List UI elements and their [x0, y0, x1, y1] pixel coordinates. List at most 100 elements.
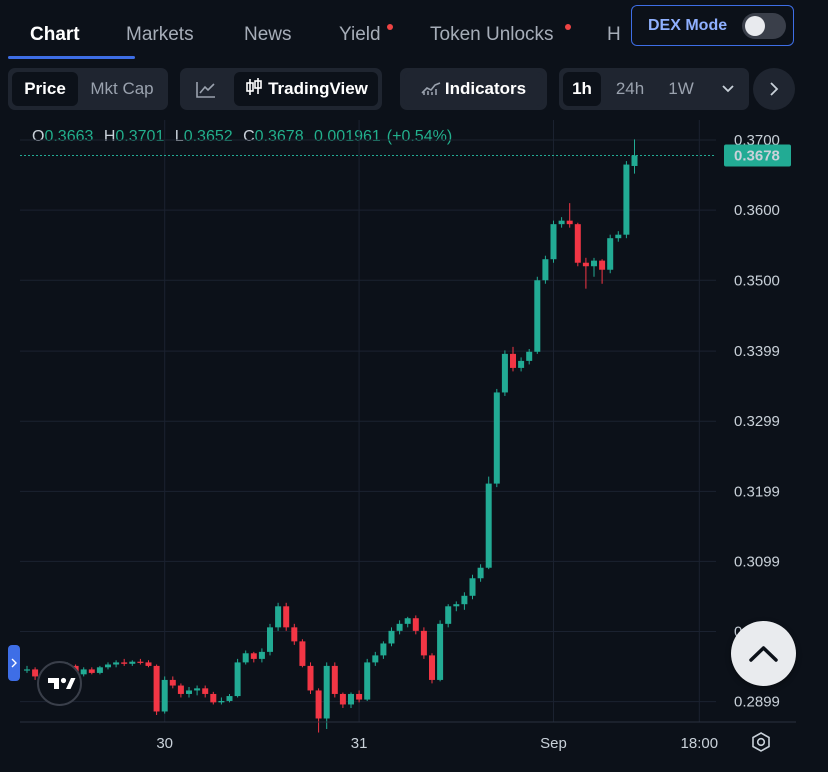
- tradingview-button[interactable]: TradingView: [234, 72, 378, 106]
- token-unlocks-notification-dot: [565, 24, 571, 30]
- candle: [242, 650, 249, 665]
- candle-body: [113, 662, 120, 665]
- candlestick-chart[interactable]: 0.37000.36000.35000.33990.32990.31990.30…: [0, 120, 828, 772]
- chart-style-group: TradingView: [180, 68, 382, 110]
- line-chart-button[interactable]: [184, 72, 228, 106]
- candle: [186, 686, 192, 698]
- candle-body: [202, 688, 209, 694]
- candle-body: [518, 360, 525, 368]
- candle-body: [169, 679, 176, 686]
- tradingview-logo[interactable]: [37, 661, 82, 706]
- candle-body: [380, 643, 387, 656]
- candle-body: [542, 259, 549, 281]
- candle: [607, 234, 614, 274]
- tab-overflow[interactable]: H: [607, 24, 621, 45]
- settings-gear-icon[interactable]: [752, 732, 770, 752]
- tradingview-logo-icon: [48, 677, 76, 689]
- low-key: L: [174, 128, 184, 145]
- candle: [558, 217, 565, 228]
- scroll-right-button[interactable]: [753, 68, 795, 110]
- interval-dropdown[interactable]: [711, 72, 745, 106]
- dex-mode-label: DEX Mode: [648, 17, 728, 34]
- candle-body: [137, 661, 144, 663]
- candle: [412, 615, 419, 635]
- candle: [169, 676, 176, 689]
- candle-body: [356, 693, 363, 700]
- candle: [80, 667, 87, 677]
- interval-1h-button[interactable]: 1h: [563, 72, 601, 106]
- candle: [534, 276, 541, 354]
- scroll-to-top-button[interactable]: [731, 621, 796, 686]
- candle: [283, 602, 290, 631]
- price-button[interactable]: Price: [12, 72, 78, 106]
- candle: [461, 592, 468, 610]
- candle-body: [194, 688, 201, 691]
- candle-body: [161, 679, 168, 712]
- x-tick-label: 18:00: [681, 735, 719, 752]
- candles: [24, 139, 638, 733]
- indicators-group: Indicators: [400, 68, 547, 110]
- candle-body: [445, 606, 452, 624]
- candle: [623, 161, 630, 239]
- tab-yield[interactable]: Yield: [339, 24, 381, 45]
- high-key: H: [103, 128, 116, 145]
- candle: [234, 658, 241, 698]
- candle-body: [129, 661, 136, 664]
- candle: [582, 257, 589, 289]
- candle-body: [267, 627, 273, 652]
- interval-24h-button[interactable]: 24h: [615, 79, 645, 98]
- interval-group: 1h 24h 1W: [559, 68, 749, 110]
- candle-body: [153, 665, 160, 712]
- y-tick-label: 0.3099: [734, 553, 780, 570]
- candle-body: [574, 224, 581, 263]
- dex-mode-control[interactable]: DEX Mode: [631, 5, 794, 46]
- side-panel-toggle[interactable]: [8, 645, 20, 681]
- candle-body: [623, 164, 630, 235]
- indicators-icon: [421, 82, 441, 95]
- toggle-knob: [745, 16, 765, 36]
- y-tick-label: 0.3299: [734, 413, 780, 430]
- candle-body: [631, 155, 638, 166]
- candle: [437, 620, 444, 682]
- candle-body: [283, 606, 290, 628]
- interval-1w-button[interactable]: 1W: [668, 79, 694, 98]
- candle-body: [526, 351, 533, 361]
- candle-body: [275, 606, 282, 628]
- close-key: C: [243, 128, 255, 145]
- candle: [129, 660, 136, 666]
- dex-mode-toggle[interactable]: [742, 13, 786, 39]
- tab-markets[interactable]: Markets: [126, 24, 194, 45]
- candle-body: [501, 353, 508, 393]
- candle: [356, 690, 363, 703]
- candle-body: [226, 696, 233, 701]
- candle: [615, 231, 622, 242]
- candle: [145, 660, 152, 668]
- candle: [153, 664, 160, 715]
- candle: [477, 564, 484, 582]
- candle-body: [88, 669, 95, 673]
- candle-body: [250, 653, 257, 659]
- price-mktcap-group: Price Mkt Cap: [8, 68, 168, 110]
- open-value: 0.3663: [44, 128, 94, 145]
- candle: [32, 667, 39, 680]
- candle-body: [299, 641, 306, 666]
- candle-body: [80, 669, 87, 675]
- candle: [258, 648, 265, 663]
- mkt-cap-button[interactable]: Mkt Cap: [90, 79, 154, 98]
- candle-body: [599, 260, 606, 270]
- candle-body: [32, 669, 39, 677]
- tab-news[interactable]: News: [244, 24, 292, 45]
- x-tick-label: Sep: [540, 735, 567, 752]
- indicators-button[interactable]: Indicators: [404, 72, 543, 106]
- candle-body: [24, 669, 30, 671]
- tab-chart[interactable]: Chart: [30, 24, 80, 45]
- candle-body: [388, 630, 395, 644]
- candle-body: [339, 693, 346, 705]
- tab-token-unlocks[interactable]: Token Unlocks: [430, 24, 554, 45]
- candle: [250, 651, 257, 663]
- candle: [96, 665, 103, 675]
- candle-body: [331, 665, 338, 694]
- x-tick-label: 30: [156, 735, 173, 752]
- chart-grid: [20, 120, 716, 722]
- active-tab-underline: [8, 56, 135, 59]
